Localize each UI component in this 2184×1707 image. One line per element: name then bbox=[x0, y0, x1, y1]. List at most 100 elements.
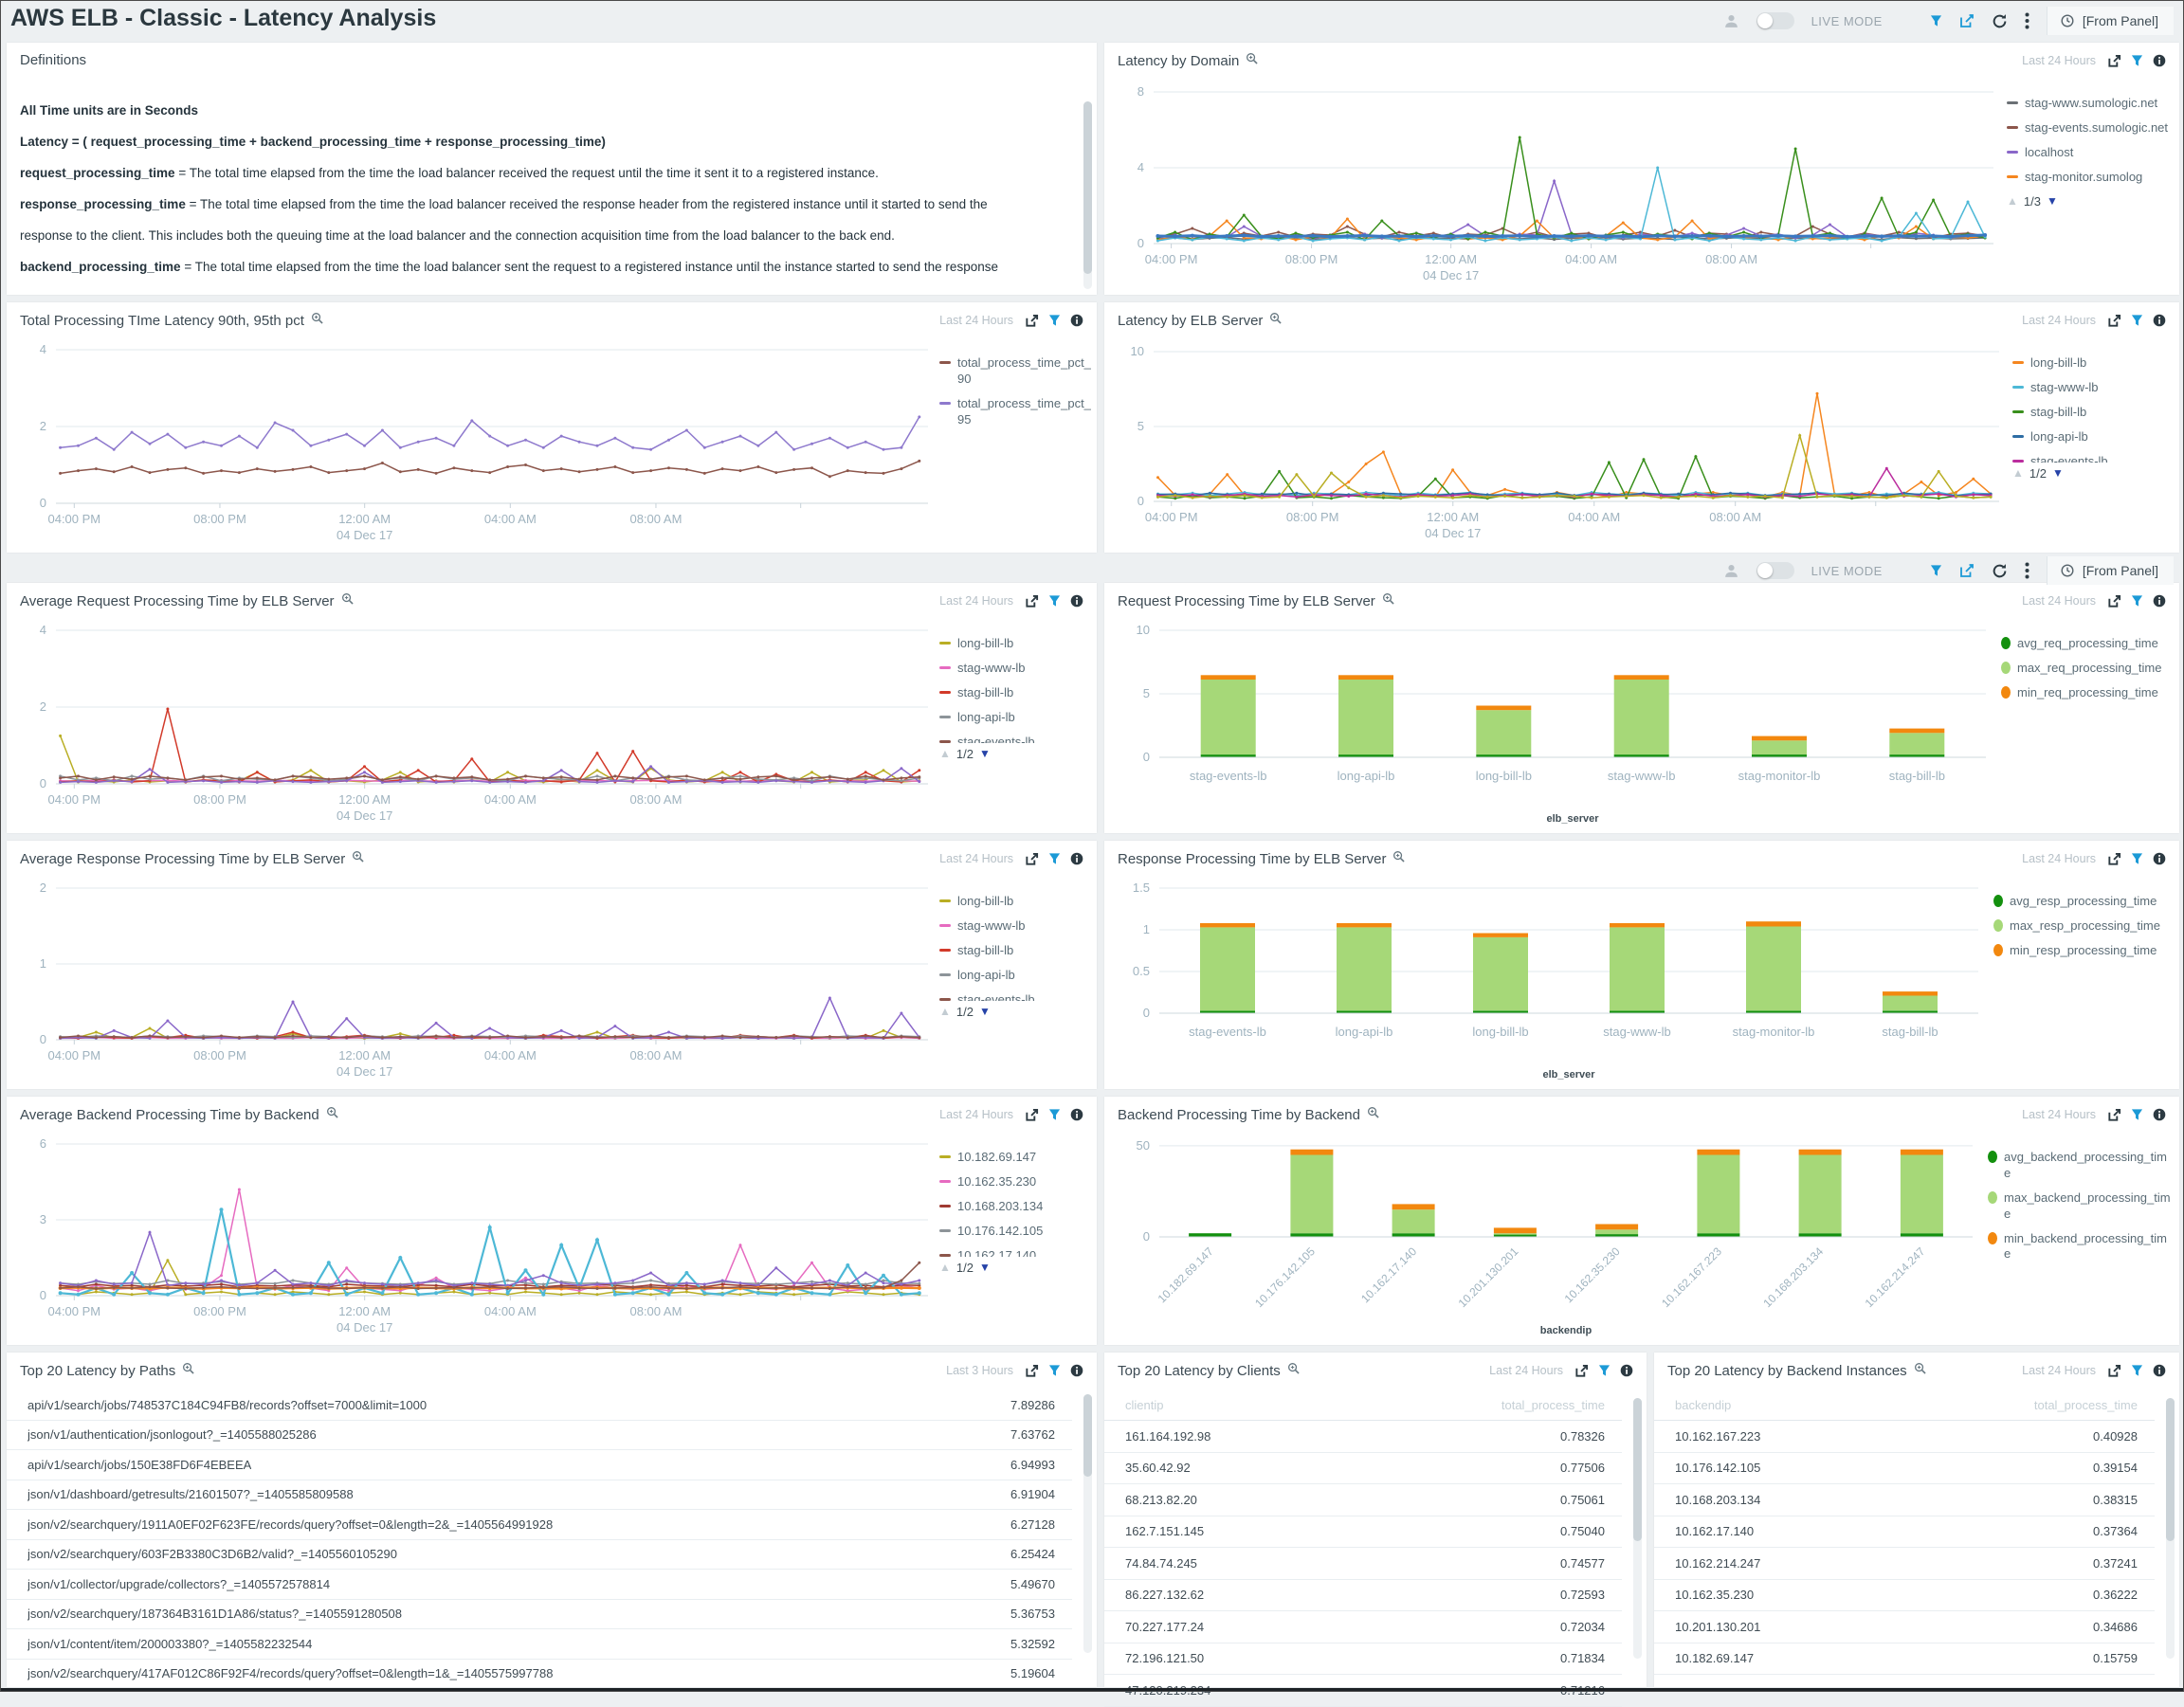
table-row[interactable]: 10.201.130.201 0.34686 bbox=[1654, 1611, 2155, 1643]
scrollbar[interactable] bbox=[2166, 1398, 2175, 1659]
legend-item[interactable]: max_backend_processing_time bbox=[1988, 1190, 2174, 1223]
table-row[interactable]: api/v1/search/jobs/748537C184C94FB8/reco… bbox=[7, 1390, 1072, 1421]
column-header[interactable]: clientip bbox=[1125, 1398, 1164, 1412]
legend-item[interactable]: long-api-lb bbox=[939, 710, 1091, 726]
legend-item[interactable]: stag-events-lb bbox=[2012, 454, 2174, 463]
refresh-icon[interactable] bbox=[1992, 13, 2008, 29]
magnifier-icon[interactable] bbox=[182, 1362, 194, 1379]
legend-item[interactable]: total_process_time_pct_90 bbox=[939, 355, 1091, 388]
legend-item[interactable]: long-api-lb bbox=[2012, 429, 2174, 445]
kebab-icon[interactable] bbox=[2025, 12, 2029, 29]
legend-page-up-icon[interactable]: ▲ bbox=[939, 1005, 951, 1019]
table-row[interactable]: 162.7.151.145 0.75040 bbox=[1104, 1516, 1622, 1548]
info-icon[interactable] bbox=[1070, 594, 1083, 608]
info-icon[interactable] bbox=[1620, 1364, 1633, 1377]
legend-item[interactable]: stag-www-lb bbox=[939, 918, 1091, 935]
funnel-icon[interactable] bbox=[1048, 594, 1061, 608]
column-header[interactable]: backendip bbox=[1675, 1398, 1732, 1412]
table-row[interactable]: 74.84.74.245 0.74577 bbox=[1104, 1548, 1622, 1580]
time-range-selector[interactable]: [From Panel] bbox=[2046, 556, 2174, 585]
legend-item[interactable]: stag-events.sumologic.net bbox=[2007, 120, 2174, 136]
legend-page-up-icon[interactable]: ▲ bbox=[939, 747, 951, 761]
export-icon[interactable] bbox=[2107, 54, 2121, 68]
table-row[interactable]: 10.162.214.247 0.37241 bbox=[1654, 1548, 2155, 1580]
magnifier-icon[interactable] bbox=[326, 1106, 338, 1123]
table-row[interactable]: 10.162.17.140 0.37364 bbox=[1654, 1516, 2155, 1548]
legend-item[interactable]: avg_req_processing_time bbox=[2001, 636, 2174, 652]
export-icon[interactable] bbox=[1025, 852, 1039, 866]
legend-item[interactable]: long-api-lb bbox=[939, 968, 1091, 984]
table-row[interactable]: json/v2/searchquery/1911A0EF02F623FE/rec… bbox=[7, 1510, 1072, 1540]
info-icon[interactable] bbox=[1070, 1108, 1083, 1121]
export-icon[interactable] bbox=[1025, 1364, 1039, 1378]
legend-page-up-icon[interactable]: ▲ bbox=[2012, 466, 2024, 481]
scrollbar-thumb[interactable] bbox=[1633, 1398, 1642, 1542]
share-icon[interactable] bbox=[1959, 563, 1975, 578]
legend-item[interactable]: total_process_time_pct_95 bbox=[939, 396, 1091, 428]
export-icon[interactable] bbox=[1025, 594, 1039, 608]
column-header[interactable]: total_process_time bbox=[2033, 1398, 2138, 1412]
table-row[interactable]: 10.182.69.147 0.15759 bbox=[1654, 1643, 2155, 1675]
legend-item[interactable]: 10.168.203.134 bbox=[939, 1199, 1091, 1215]
legend-page-down-icon[interactable]: ▼ bbox=[2046, 194, 2058, 209]
legend-item[interactable]: stag-bill-lb bbox=[939, 943, 1091, 959]
funnel-icon[interactable] bbox=[2131, 852, 2143, 865]
legend-item[interactable]: avg_backend_processing_time bbox=[1988, 1150, 2174, 1182]
scrollbar-thumb[interactable] bbox=[1083, 101, 1092, 275]
magnifier-icon[interactable] bbox=[311, 312, 323, 329]
scrollbar[interactable] bbox=[1633, 1398, 1642, 1659]
table-row[interactable]: json/v1/dashboard/getresults/21601507?_=… bbox=[7, 1480, 1072, 1510]
scrollbar-thumb[interactable] bbox=[1083, 1394, 1092, 1478]
table-row[interactable]: json/v2/searchquery/603F2B3380C3D6B2/val… bbox=[7, 1540, 1072, 1570]
table-row[interactable]: 10.176.142.105 0.39154 bbox=[1654, 1453, 2155, 1484]
legend-item[interactable]: stag-monitor.sumolog bbox=[2007, 170, 2174, 186]
legend-item[interactable]: max_resp_processing_time bbox=[1993, 918, 2174, 935]
info-icon[interactable] bbox=[2153, 1364, 2166, 1377]
live-mode-toggle[interactable] bbox=[1756, 562, 1794, 579]
refresh-icon[interactable] bbox=[1992, 563, 2008, 579]
legend-item[interactable]: stag-www-lb bbox=[2012, 380, 2174, 396]
export-icon[interactable] bbox=[2107, 852, 2121, 866]
legend-page-down-icon[interactable]: ▼ bbox=[978, 1005, 991, 1019]
table-row[interactable]: 70.227.177.24 0.72034 bbox=[1104, 1611, 1622, 1643]
info-icon[interactable] bbox=[2153, 594, 2166, 608]
share-icon[interactable] bbox=[1959, 13, 1975, 28]
legend-item[interactable]: 10.162.35.230 bbox=[939, 1174, 1091, 1190]
info-icon[interactable] bbox=[2153, 1108, 2166, 1121]
live-mode-toggle[interactable] bbox=[1756, 12, 1794, 29]
info-icon[interactable] bbox=[2153, 314, 2166, 327]
funnel-icon[interactable] bbox=[2131, 594, 2143, 608]
legend-item[interactable]: localhost bbox=[2007, 145, 2174, 161]
info-icon[interactable] bbox=[2153, 54, 2166, 67]
magnifier-icon[interactable] bbox=[1392, 850, 1406, 867]
legend-item[interactable]: min_backend_processing_time bbox=[1988, 1231, 2174, 1263]
legend-item[interactable]: min_resp_processing_time bbox=[1993, 943, 2174, 959]
table-row[interactable]: json/v2/searchquery/187364B3161D1A86/sta… bbox=[7, 1600, 1072, 1629]
scrollbar[interactable] bbox=[1083, 101, 1092, 289]
magnifier-icon[interactable] bbox=[1914, 1362, 1926, 1379]
funnel-icon[interactable] bbox=[1048, 314, 1061, 327]
table-row[interactable]: json/v1/authentication/jsonlogout?_=1405… bbox=[7, 1421, 1072, 1450]
export-icon[interactable] bbox=[2107, 314, 2121, 328]
legend-page-up-icon[interactable]: ▲ bbox=[939, 1261, 951, 1275]
export-icon[interactable] bbox=[1025, 314, 1039, 328]
funnel-icon[interactable] bbox=[2131, 54, 2143, 67]
legend-item[interactable]: 10.176.142.105 bbox=[939, 1224, 1091, 1240]
magnifier-icon[interactable] bbox=[1367, 1106, 1379, 1123]
legend-item[interactable]: 10.162.17.140 bbox=[939, 1248, 1091, 1257]
info-icon[interactable] bbox=[1070, 852, 1083, 865]
funnel-icon[interactable] bbox=[1930, 564, 1942, 577]
magnifier-icon[interactable] bbox=[341, 592, 354, 609]
export-icon[interactable] bbox=[2107, 594, 2121, 608]
info-icon[interactable] bbox=[1070, 1364, 1083, 1377]
legend-item[interactable]: long-bill-lb bbox=[939, 636, 1091, 652]
info-icon[interactable] bbox=[2153, 852, 2166, 865]
table-row[interactable]: 35.60.42.92 0.77506 bbox=[1104, 1453, 1622, 1484]
magnifier-icon[interactable] bbox=[1269, 312, 1283, 329]
magnifier-icon[interactable] bbox=[1246, 52, 1259, 69]
legend-item[interactable]: max_req_processing_time bbox=[2001, 661, 2174, 677]
legend-item[interactable]: avg_resp_processing_time bbox=[1993, 894, 2174, 910]
funnel-icon[interactable] bbox=[1598, 1364, 1611, 1377]
table-row[interactable]: api/v1/search/jobs/150E38FD6F4EBEEA 6.949… bbox=[7, 1450, 1072, 1480]
legend-item[interactable]: 10.182.69.147 bbox=[939, 1150, 1091, 1166]
